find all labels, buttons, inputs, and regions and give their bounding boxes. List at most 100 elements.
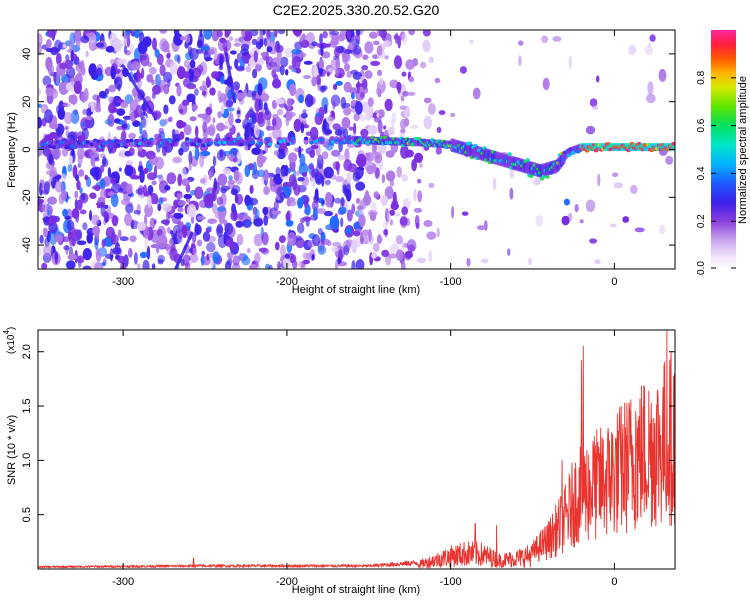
noise-blob	[343, 127, 349, 138]
noise-blob	[293, 184, 301, 196]
noise-blob	[288, 174, 296, 186]
noise-blob	[197, 43, 202, 49]
noise-blob	[41, 262, 48, 269]
noise-blob	[347, 30, 352, 41]
snr-y-label: SNR (10 * v/v)	[6, 415, 18, 485]
noise-blob	[609, 223, 617, 228]
noise-blob	[291, 55, 301, 70]
noise-blob	[251, 147, 261, 155]
noise-blob	[423, 220, 433, 227]
noise-blob	[114, 118, 121, 124]
noise-blob	[70, 110, 80, 125]
noise-blob	[317, 245, 327, 255]
noise-blob	[399, 105, 407, 110]
noise-blob	[107, 167, 112, 178]
noise-blob	[115, 178, 120, 184]
noise-blob	[201, 250, 205, 256]
noise-blob	[109, 32, 117, 47]
noise-blob	[95, 251, 102, 262]
noise-blob	[245, 221, 253, 226]
noise-blob	[61, 147, 69, 157]
noise-blob	[323, 166, 334, 179]
noise-blob	[228, 112, 234, 126]
noise-blob	[163, 104, 169, 115]
noise-blob	[85, 115, 93, 121]
noise-blob	[255, 63, 262, 72]
noise-blob	[318, 59, 325, 70]
noise-blob	[378, 30, 387, 38]
noise-blob	[69, 155, 73, 165]
noise-blob	[194, 147, 200, 161]
noise-blob	[264, 144, 268, 154]
noise-blob	[244, 194, 251, 207]
y-tick-label: 2.0	[21, 344, 33, 359]
noise-blob	[288, 152, 298, 163]
noise-blob	[209, 103, 213, 109]
noise-blob	[189, 248, 193, 254]
noise-blob	[67, 164, 73, 172]
noise-blob	[302, 259, 310, 265]
noise-blob	[166, 52, 171, 59]
noise-blob	[343, 49, 353, 54]
noise-blob	[288, 110, 294, 119]
noise-blob	[370, 60, 381, 66]
noise-blob	[92, 225, 101, 236]
noise-blob	[238, 97, 245, 105]
noise-blob	[68, 94, 74, 104]
noise-blob	[120, 198, 131, 206]
noise-blob	[38, 198, 44, 204]
noise-blob	[102, 156, 107, 166]
noise-blob	[216, 206, 226, 212]
ridge-core	[285, 142, 291, 146]
noise-blob	[612, 172, 619, 178]
y-tick-label: 1.5	[21, 398, 33, 413]
noise-blob	[324, 191, 333, 206]
noise-blob	[89, 209, 92, 221]
noise-blob	[340, 217, 344, 228]
noise-blob	[357, 80, 360, 94]
noise-blob	[367, 124, 378, 135]
noise-blob	[313, 207, 318, 221]
noise-blob	[226, 153, 236, 160]
noise-blob	[105, 46, 115, 53]
noise-blob	[275, 98, 285, 105]
noise-blob	[379, 76, 383, 86]
noise-blob	[60, 189, 68, 201]
ridge-core	[201, 143, 206, 148]
noise-blob	[196, 239, 203, 247]
ridge-core	[309, 141, 314, 145]
noise-blob	[189, 59, 196, 69]
noise-blob	[84, 174, 89, 181]
noise-blob	[276, 108, 284, 116]
noise-blob	[163, 83, 170, 95]
noise-blob	[311, 168, 315, 178]
noise-blob	[373, 191, 380, 199]
noise-blob	[315, 112, 322, 118]
noise-blob	[207, 225, 213, 231]
noise-blob	[332, 123, 341, 131]
noise-blob	[272, 78, 282, 89]
snr-series-line	[38, 330, 675, 569]
noise-blob	[436, 227, 440, 238]
noise-blob	[263, 186, 270, 195]
noise-blob	[277, 30, 286, 35]
noise-blob	[66, 220, 75, 231]
noise-blob	[63, 111, 73, 125]
noise-blob	[103, 236, 114, 247]
noise-blob	[185, 183, 191, 193]
noise-blob	[38, 33, 43, 46]
noise-blob	[324, 179, 331, 186]
noise-blob	[628, 44, 637, 56]
noise-blob	[266, 46, 273, 53]
noise-blob	[121, 123, 128, 129]
noise-blob	[260, 52, 268, 57]
noise-blob	[300, 39, 310, 49]
noise-blob	[142, 101, 147, 116]
noise-blob	[73, 80, 82, 94]
noise-blob	[353, 122, 357, 136]
noise-blob	[137, 221, 147, 231]
noise-blob	[64, 125, 69, 131]
noise-blob	[100, 187, 107, 202]
noise-blob	[355, 197, 361, 204]
